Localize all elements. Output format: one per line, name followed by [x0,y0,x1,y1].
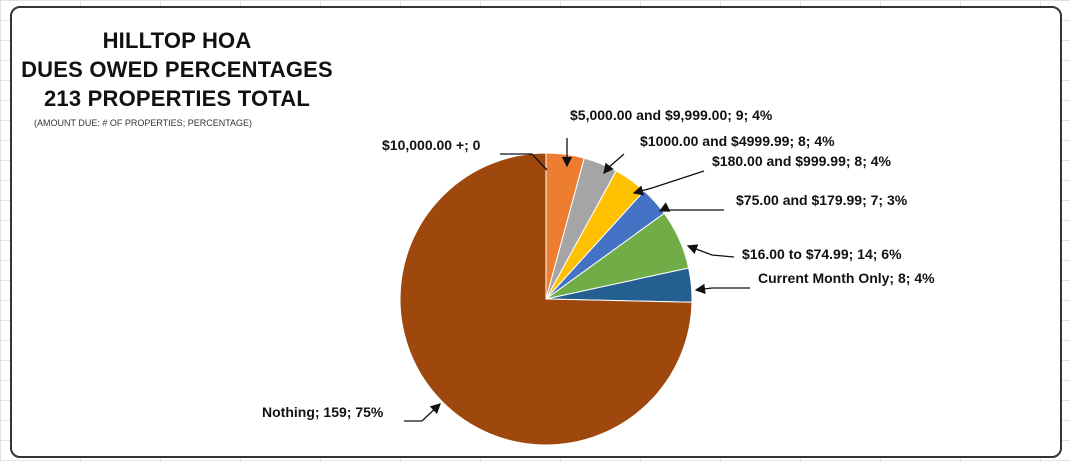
data-label-5: $16.00 to $74.99; 14; 6% [742,246,902,262]
chart-title-line-3: 213 PROPERTIES TOTAL [43,86,311,111]
chart-title-line-1: HILLTOP HOA [102,28,252,53]
pie-chart[interactable]: $10,000.00 +; 0 $5,000.00 and $9,999.00; … [12,8,1060,456]
data-label-0: $10,000.00 +; 0 [382,137,481,153]
chart-title-block: HILLTOP HOA DUES OWED PERCENTAGES 213 PR… [12,26,342,113]
chart-title-line-2: DUES OWED PERCENTAGES [21,57,333,82]
data-label-7: Nothing; 159; 75% [262,404,384,420]
data-label-4: $75.00 and $179.99; 7; 3% [736,192,908,208]
chart-area[interactable]: HILLTOP HOA DUES OWED PERCENTAGES 213 PR… [10,6,1062,458]
data-label-6: Current Month Only; 8; 4% [758,270,935,286]
leader-line-3 [632,170,705,196]
leader-line-0 [500,153,548,171]
chart-note: (AMOUNT DUE: # OF PROPERTIES; PERCENTAGE… [34,118,253,128]
leader-line-7 [404,403,441,422]
leader-line-4 [658,202,724,212]
data-label-2: $1000.00 and $4999.99; 8; 4% [640,133,835,149]
data-label-1: $5,000.00 and $9,999.00; 9; 4% [570,107,773,123]
leader-line-2 [603,153,625,175]
data-label-3: $180.00 and $999.99; 8; 4% [712,153,892,169]
pie-slice-7[interactable] [399,152,693,446]
leader-line-5 [686,244,735,258]
leader-line-6 [694,283,750,295]
